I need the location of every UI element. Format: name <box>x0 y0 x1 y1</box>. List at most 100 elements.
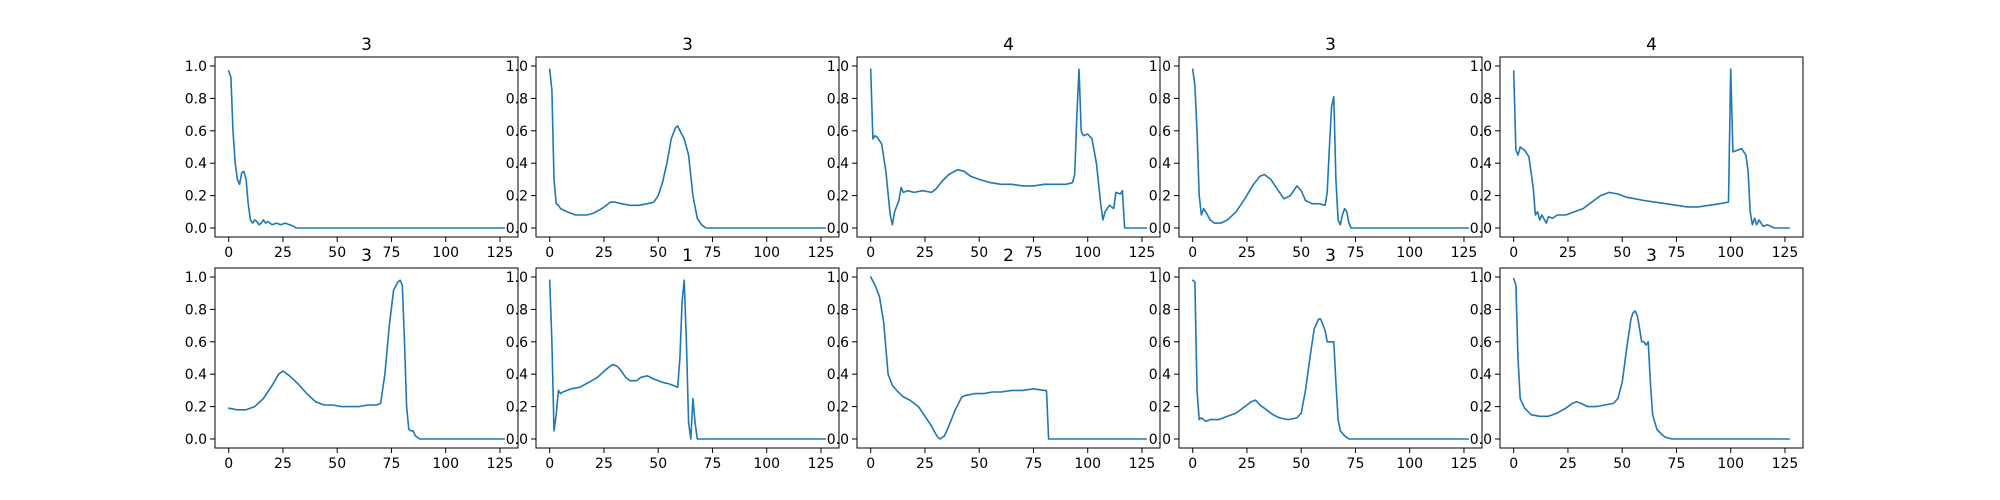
y-tick-label: 0.6 <box>185 124 207 140</box>
y-tick-label: 1.0 <box>185 59 207 75</box>
x-tick-label: 125 <box>808 245 835 261</box>
subplot-10: 3 0 25 50 75 100 125 0.0 0.2 0.4 0.6 0.8 1.0 <box>1470 246 1804 472</box>
y-tick-label: 0.8 <box>185 302 207 318</box>
series-line <box>869 68 1148 229</box>
x-tick-label: 25 <box>916 245 934 261</box>
axes-frame <box>1499 56 1804 238</box>
subplot-9: 3 0 25 50 75 100 125 0.0 0.2 0.4 0.6 0.8 1.0 <box>1149 246 1483 472</box>
y-tick-label: 0.4 <box>1149 156 1171 172</box>
y-tick-label: 0.6 <box>506 335 528 351</box>
x-tick-label: 125 <box>487 456 514 472</box>
subplot-5: 4 0 25 50 75 100 125 0.0 0.2 0.4 0.6 0.8 1.0 <box>1470 35 1804 261</box>
y-tick-label: 0.6 <box>827 335 849 351</box>
x-tick-label: 25 <box>274 456 292 472</box>
y-tick-label: 0.8 <box>1470 302 1492 318</box>
x-tick-label: 25 <box>1238 456 1256 472</box>
axes-frame <box>1178 267 1483 449</box>
x-tick-label: 125 <box>808 456 835 472</box>
x-tick-label: 100 <box>753 245 780 261</box>
y-tick-label: 0.6 <box>1149 124 1171 140</box>
x-tick-label: 75 <box>1668 245 1686 261</box>
x-tick-label: 100 <box>1396 456 1423 472</box>
x-tick-label: 0 <box>866 245 875 261</box>
x-tick-label: 100 <box>753 456 780 472</box>
y-tick-label: 0.8 <box>506 302 528 318</box>
y-tick-label: 0.8 <box>827 91 849 107</box>
axes-frame <box>856 56 1161 238</box>
x-tick-label: 25 <box>916 456 934 472</box>
series-line <box>548 279 827 440</box>
y-tick-label: 0.0 <box>1149 221 1171 237</box>
y-tick-label: 0.4 <box>1149 367 1171 383</box>
x-tick-label: 0 <box>545 245 554 261</box>
y-tick-label: 0.6 <box>506 124 528 140</box>
subplot-3: 4 0 25 50 75 100 125 0.0 0.2 0.4 0.6 0.8 1.0 <box>827 35 1161 261</box>
x-tick-label: 125 <box>1129 245 1156 261</box>
x-tick-label: 50 <box>970 456 988 472</box>
x-tick-label: 0 <box>224 456 233 472</box>
y-tick-label: 0.4 <box>185 367 207 383</box>
y-tick-label: 0.4 <box>506 156 528 172</box>
axes-frame <box>214 56 519 238</box>
subplot-title: 1 <box>682 246 693 266</box>
subplot-title: 2 <box>1003 246 1014 266</box>
y-tick-label: 0.2 <box>1470 189 1492 205</box>
x-tick-label: 75 <box>1025 245 1043 261</box>
y-tick-label: 0.4 <box>827 367 849 383</box>
y-tick-label: 0.0 <box>506 432 528 448</box>
x-tick-label: 75 <box>704 245 722 261</box>
subplot-4: 3 0 25 50 75 100 125 0.0 0.2 0.4 0.6 0.8 1.0 <box>1149 35 1483 261</box>
y-tick-label: 1.0 <box>1149 59 1171 75</box>
series-line <box>869 276 1148 440</box>
y-tick-label: 0.4 <box>827 156 849 172</box>
y-tick-label: 0.0 <box>827 221 849 237</box>
x-tick-label: 0 <box>1188 245 1197 261</box>
y-tick-label: 0.4 <box>185 156 207 172</box>
axes-frame <box>1178 56 1483 238</box>
y-tick-label: 1.0 <box>1470 270 1492 286</box>
y-tick-label: 0.4 <box>1470 156 1492 172</box>
x-tick-label: 100 <box>1396 245 1423 261</box>
subplot-6: 3 0 25 50 75 100 125 0.0 0.2 0.4 0.6 0.8 1.0 <box>185 246 519 472</box>
x-tick-label: 50 <box>649 456 667 472</box>
y-tick-label: 0.8 <box>506 91 528 107</box>
subplot-title: 4 <box>1646 35 1657 55</box>
axes-frame <box>1499 267 1804 449</box>
series-line <box>1191 68 1470 229</box>
y-tick-label: 1.0 <box>506 270 528 286</box>
x-tick-label: 25 <box>1238 245 1256 261</box>
x-tick-label: 75 <box>1347 456 1365 472</box>
x-tick-label: 100 <box>1074 245 1101 261</box>
x-tick-label: 50 <box>970 245 988 261</box>
x-tick-label: 25 <box>1559 245 1577 261</box>
axes-frame <box>535 267 840 449</box>
y-tick-label: 0.2 <box>827 189 849 205</box>
y-tick-label: 0.6 <box>1149 335 1171 351</box>
y-tick-label: 0.2 <box>506 400 528 416</box>
y-tick-label: 0.6 <box>1470 335 1492 351</box>
x-tick-label: 25 <box>595 245 613 261</box>
x-tick-label: 125 <box>1129 456 1156 472</box>
y-tick-label: 0.2 <box>1470 400 1492 416</box>
x-tick-label: 100 <box>432 245 459 261</box>
y-tick-label: 0.0 <box>827 432 849 448</box>
x-tick-label: 75 <box>383 456 401 472</box>
x-tick-label: 75 <box>383 245 401 261</box>
subplot-title: 3 <box>682 35 693 55</box>
y-tick-label: 0.0 <box>185 221 207 237</box>
axes-frame <box>214 267 519 449</box>
subplot-8: 2 0 25 50 75 100 125 0.0 0.2 0.4 0.6 0.8 1.0 <box>827 246 1161 472</box>
y-tick-label: 1.0 <box>1149 270 1171 286</box>
x-tick-label: 75 <box>1347 245 1365 261</box>
y-tick-label: 0.8 <box>827 302 849 318</box>
y-tick-label: 1.0 <box>827 59 849 75</box>
series-line <box>227 70 506 229</box>
series-line <box>227 279 506 440</box>
x-tick-label: 50 <box>649 245 667 261</box>
x-tick-label: 100 <box>1717 245 1744 261</box>
x-tick-label: 75 <box>1668 456 1686 472</box>
subplot-title: 3 <box>1325 35 1336 55</box>
x-tick-label: 125 <box>1451 245 1478 261</box>
